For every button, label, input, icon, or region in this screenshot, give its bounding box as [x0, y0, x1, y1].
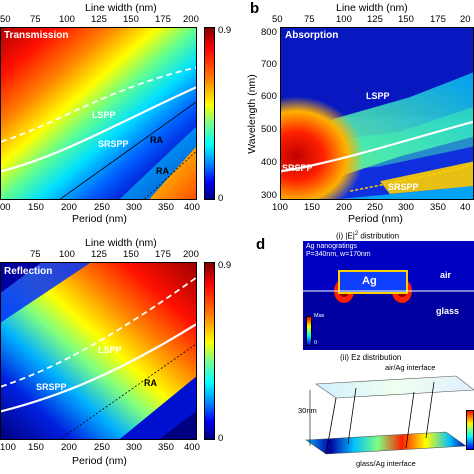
panel-a-top-tick: 100: [59, 14, 75, 25]
panel-d-thickness-label: 30nm: [298, 406, 317, 415]
panel-d-letter: d: [256, 236, 266, 253]
panel-b-left-tick: 500: [261, 124, 277, 135]
panel-b-srspp-label-2: SRSPP: [388, 182, 419, 192]
panel-a-title: Transmission: [4, 30, 69, 41]
panel-a-bottom-axis-label: Period (nm): [72, 213, 127, 225]
panel-d-cbar-max: Max: [314, 313, 325, 319]
panel-c-bottom-tick: 100: [0, 442, 16, 453]
panel-d-air-ag-label: air/Ag interface: [385, 363, 436, 372]
panel-c-heatmap: [0, 262, 197, 440]
panel-b-bottom-tick: 40: [460, 202, 471, 213]
panel-b-top-tick: 20: [460, 14, 471, 25]
panel-a-bottom-tick: 200: [61, 202, 77, 213]
panel-c-bottom-tick: 350: [158, 442, 174, 453]
panel-c-srspp-label: SRSPP: [36, 382, 67, 392]
panel-d-field-map: [303, 241, 474, 350]
panel-a-top-axis-label: Line width (nm): [85, 2, 157, 14]
panel-a-colorbar-min: 0: [218, 193, 224, 204]
panel-a-colorbar-max: 0.9: [218, 25, 232, 36]
panel-c-bottom-tick: 250: [94, 442, 110, 453]
panel-a-ra-label: RA: [150, 135, 163, 145]
panel-a-colorbar: [204, 27, 215, 200]
panel-b-left-tick: 600: [261, 91, 277, 102]
panel-b-srspp-label: SRSPP: [282, 163, 313, 173]
panel-b-bottom-tick: 350: [430, 202, 446, 213]
panel-d-cbar-min: 0: [314, 340, 318, 346]
panel-d-subtitle-i-prefix: (i) |E|: [336, 231, 355, 241]
panel-c-colorbar: [204, 262, 215, 440]
panel-b-left-axis-label: Wavelength (nm): [245, 74, 258, 154]
panel-c-bottom-tick: 150: [28, 442, 44, 453]
panel-d-air-label: air: [440, 270, 452, 280]
panel-a-bottom-tick: 300: [126, 202, 142, 213]
panel-a-lspp-label: LSPP: [92, 110, 116, 120]
panel-c-top-axis-label: Line width (nm): [85, 237, 157, 249]
panel-a-ra-label-2: RA: [156, 166, 169, 176]
panel-b-bottom-tick: 100: [272, 202, 288, 213]
panel-d-ez-colorbar: [466, 410, 474, 450]
panel-a-top-tick: 125: [91, 14, 107, 25]
panel-b-bottom-tick: 150: [304, 202, 320, 213]
panel-d-subtitle-ii: (ii) Ez distribution: [340, 353, 402, 362]
panel-a-top-tick: 75: [30, 14, 41, 25]
panel-c-colorbar-max: 0.9: [218, 260, 232, 271]
panel-a-top-tick: 50: [0, 14, 11, 25]
panel-a-top-tick: 200: [183, 14, 199, 25]
panel-a-bottom-tick: 00: [0, 202, 11, 213]
panel-b-left-tick: 800: [261, 27, 277, 38]
panel-d-subtitle-i: (i) |E|2 distribution: [336, 231, 399, 241]
panel-b-bottom-tick: 250: [367, 202, 383, 213]
panel-d-material-label: Ag nanogratings: [306, 243, 357, 250]
panel-b-bottom-tick: 300: [398, 202, 414, 213]
panel-b-bottom-axis-label: Period (nm): [348, 213, 403, 225]
panel-a-bottom-tick: 400: [184, 202, 200, 213]
panel-c-top-tick: 100: [59, 249, 75, 260]
panel-c-bottom-tick: 200: [61, 442, 77, 453]
panel-a-bottom-tick: 250: [94, 202, 110, 213]
panel-b-heatmap: [280, 27, 474, 200]
panel-a-top-tick: 175: [155, 14, 171, 25]
panel-b-top-tick: 100: [336, 14, 352, 25]
panel-b-bottom-tick: 200: [336, 202, 352, 213]
panel-d-subtitle-i-suffix: distribution: [358, 231, 400, 241]
panel-b-left-tick: 400: [261, 157, 277, 168]
panel-b-top-tick: 175: [430, 14, 446, 25]
panel-a-bottom-tick: 350: [158, 202, 174, 213]
panel-c-bottom-tick: 300: [126, 442, 142, 453]
panel-b-title: Absorption: [285, 30, 339, 41]
panel-d-mini-colorbar: [306, 316, 312, 346]
panel-b-top-axis-label: Line width (nm): [336, 2, 408, 14]
panel-d-glass-label: glass: [436, 306, 460, 316]
panel-b-letter: b: [250, 0, 260, 17]
panel-a-bottom-tick: 150: [28, 202, 44, 213]
panel-c-colorbar-min: 0: [218, 433, 224, 444]
panel-c-top-tick: 150: [123, 249, 139, 260]
panel-a-srspp-label: SRSPP: [98, 139, 129, 149]
panel-c-top-tick: 125: [91, 249, 107, 260]
panel-d-subtitle-i-sup: 2: [354, 231, 359, 237]
panel-c-bottom-tick: 400: [184, 442, 200, 453]
panel-b-top-tick: 125: [367, 14, 383, 25]
panel-c-lspp-label: LSPP: [98, 345, 122, 355]
panel-b-left-tick: 300: [261, 190, 277, 201]
panel-c-title: Reflection: [4, 266, 53, 277]
panel-d-ag-label: Ag: [362, 275, 377, 287]
panel-b-top-tick: 75: [304, 14, 315, 25]
panel-a-top-tick: 150: [123, 14, 139, 25]
panel-d-ez-slabs: [305, 375, 474, 455]
panel-b-left-tick: 700: [261, 59, 277, 70]
panel-c-ra-label: RA: [144, 378, 157, 388]
panel-c-top-tick: 200: [183, 249, 199, 260]
panel-b-top-tick: 150: [398, 14, 414, 25]
panel-b-top-tick: 50: [272, 14, 283, 25]
panel-c-bottom-axis-label: Period (nm): [72, 455, 127, 467]
panel-d-glass-ag-label: glass/Ag interface: [356, 459, 416, 468]
panel-b-lspp-label: LSPP: [366, 91, 390, 101]
panel-c-top-tick: 75: [30, 249, 41, 260]
panel-a-heatmap: [0, 27, 197, 200]
panel-c-top-tick: 175: [155, 249, 171, 260]
panel-d-params-label: P=340nm, w=170nm: [306, 251, 371, 258]
